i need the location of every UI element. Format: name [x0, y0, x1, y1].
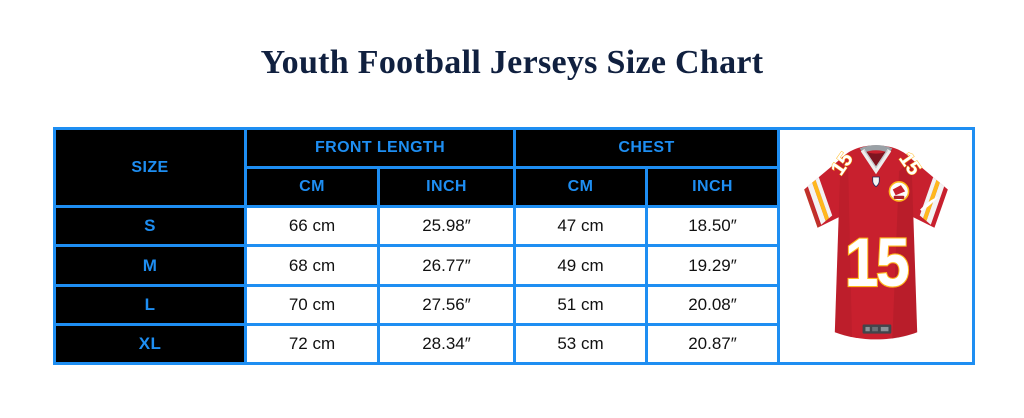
front-cm: 72 cm: [244, 322, 380, 366]
chest-cm: 49 cm: [513, 244, 648, 287]
front-inch: 28.34″: [377, 322, 516, 366]
header-front-inch: INCH: [377, 166, 516, 209]
header-chest-cm: CM: [513, 166, 648, 209]
size-label: M: [53, 244, 247, 287]
header-size: SIZE: [53, 126, 247, 209]
front-inch: 26.77″: [377, 244, 516, 287]
table-row-s: S 66 cm 25.98″ 47 cm 18.50″: [53, 205, 974, 248]
team-logo-patch-icon: [888, 181, 910, 202]
chest-inch: 18.50″: [644, 205, 781, 248]
jersey-collar: [859, 144, 893, 175]
header-front-cm: CM: [244, 166, 380, 209]
nfl-shield-icon: [872, 176, 880, 188]
jersey-jock-tag: [862, 324, 892, 334]
header-row-groups: SIZE FRONT LENGTH CHEST: [53, 126, 976, 365]
front-cm: 68 cm: [244, 244, 380, 287]
jersey-chest-number: 15: [845, 224, 909, 302]
size-chart-table: SIZE FRONT LENGTH CHEST: [53, 126, 976, 366]
nike-swoosh-icon: [920, 196, 939, 212]
page-title: Youth Football Jerseys Size Chart: [260, 44, 764, 81]
front-inch: 27.56″: [377, 283, 516, 326]
jersey-image: 15 15: [782, 132, 970, 360]
header-chest-inch: INCH: [644, 166, 781, 209]
table-row-xl: XL 72 cm 28.34″ 53 cm 20.87″: [53, 322, 974, 366]
table-row-m: M 68 cm 26.77″ 49 cm 19.29″: [53, 244, 974, 287]
front-cm: 66 cm: [244, 205, 380, 248]
header-front-length: FRONT LENGTH: [244, 126, 516, 170]
jersey-photo-cell: 15 15: [777, 127, 976, 365]
jersey-graphic: 15 15: [804, 144, 948, 340]
chest-inch: 20.87″: [644, 322, 781, 366]
chest-inch: 20.08″: [644, 283, 781, 326]
size-label: L: [53, 283, 247, 326]
chest-inch: 19.29″: [644, 244, 781, 287]
header-chest: CHEST: [512, 126, 781, 170]
jersey-left-sleeve: [804, 158, 843, 228]
header-row-units: CM INCH CM INCH: [55, 166, 974, 209]
table-row-l: L 70 cm 27.56″ 51 cm 20.08″: [53, 283, 974, 326]
size-label: XL: [53, 322, 247, 366]
chest-cm: 51 cm: [513, 283, 648, 326]
front-inch: 25.98″: [377, 205, 516, 248]
size-label: S: [53, 205, 247, 248]
chest-cm: 47 cm: [513, 205, 648, 248]
front-cm: 70 cm: [244, 283, 380, 326]
chest-cm: 53 cm: [513, 322, 648, 366]
